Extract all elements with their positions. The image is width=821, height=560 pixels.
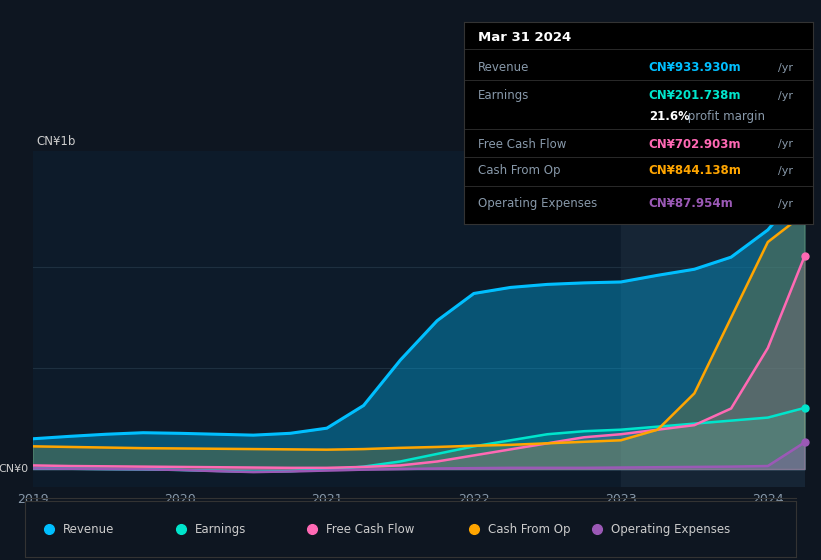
Text: CN¥87.954m: CN¥87.954m: [649, 197, 733, 211]
Bar: [621, 151, 821, 487]
Text: /yr: /yr: [778, 139, 793, 150]
Text: CN¥933.930m: CN¥933.930m: [649, 61, 741, 74]
Text: Operating Expenses: Operating Expenses: [478, 197, 597, 211]
Text: Cash From Op: Cash From Op: [478, 164, 560, 177]
Text: /yr: /yr: [778, 199, 793, 209]
Text: /yr: /yr: [778, 91, 793, 101]
Text: Mar 31 2024: Mar 31 2024: [478, 31, 571, 44]
Text: /yr: /yr: [778, 63, 793, 73]
Text: CN¥0: CN¥0: [0, 464, 29, 474]
Text: CN¥1b: CN¥1b: [37, 135, 76, 148]
Text: Operating Expenses: Operating Expenses: [611, 522, 731, 536]
Text: Cash From Op: Cash From Op: [488, 522, 570, 536]
Text: Free Cash Flow: Free Cash Flow: [478, 138, 566, 151]
Text: CN¥702.903m: CN¥702.903m: [649, 138, 741, 151]
Text: Earnings: Earnings: [195, 522, 245, 536]
Text: CN¥844.138m: CN¥844.138m: [649, 164, 741, 177]
Text: 21.6%: 21.6%: [649, 110, 690, 123]
Text: profit margin: profit margin: [684, 110, 764, 123]
Text: Earnings: Earnings: [478, 90, 530, 102]
Text: Revenue: Revenue: [478, 61, 530, 74]
Text: Revenue: Revenue: [63, 522, 115, 536]
Text: /yr: /yr: [778, 166, 793, 176]
Text: Free Cash Flow: Free Cash Flow: [326, 522, 414, 536]
Text: CN¥201.738m: CN¥201.738m: [649, 90, 741, 102]
